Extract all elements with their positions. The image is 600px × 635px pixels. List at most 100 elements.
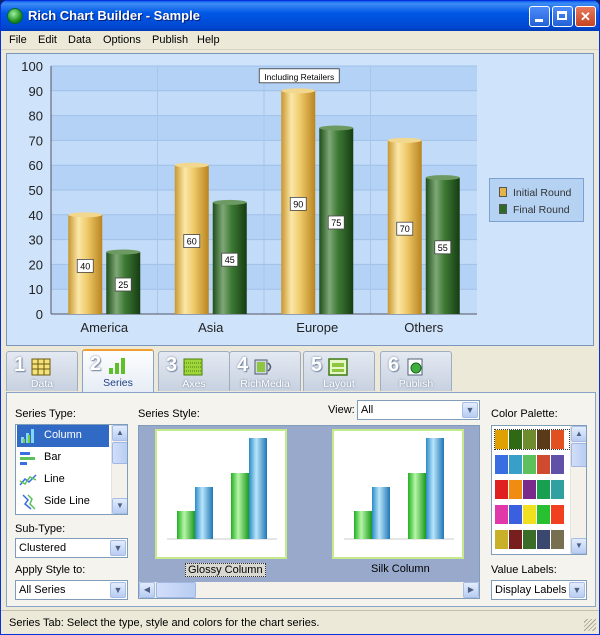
scroll-thumb[interactable] (156, 582, 196, 598)
tab-publish[interactable]: 6 Publish (380, 351, 452, 391)
series-style-label: Series Style: (138, 408, 200, 420)
style-label-glossy[interactable]: Glossy Column (185, 563, 266, 577)
status-text: Series Tab: Select the type, style and c… (9, 617, 320, 629)
y-tick-label: 40 (29, 208, 43, 223)
tab-series[interactable]: 2 Series (82, 349, 154, 392)
tab-strip: 1 Data 2 Series 3 Axes (6, 349, 596, 393)
film-sound-icon (254, 359, 272, 375)
y-tick-label: 100 (21, 59, 43, 74)
minimize-button[interactable] (529, 6, 550, 27)
tab-label: Axes (182, 378, 206, 390)
column-chart: 0 10 20 30 40 50 60 70 80 90 100 40 25 America 60 45 Asi… (21, 59, 477, 335)
series-panel: Series Type: Column Bar Lin (6, 392, 596, 607)
maximize-button[interactable] (552, 6, 573, 27)
data-label: 45 (225, 255, 235, 265)
menu-edit[interactable]: Edit (38, 34, 57, 46)
menu-help[interactable]: Help (197, 34, 220, 46)
data-label-box (396, 221, 414, 236)
menu-publish[interactable]: Publish (152, 34, 189, 46)
palette-row[interactable] (495, 480, 569, 499)
tab-axes[interactable]: 3 Axes (158, 351, 230, 391)
palette-row[interactable] (495, 505, 569, 524)
menu-bar: File Edit Data Options Publish Help (1, 31, 599, 50)
scroll-left-icon[interactable]: ◀ (139, 582, 155, 598)
series-type-scrollbar[interactable]: ▲ ▼ (111, 425, 127, 514)
style-gallery-scrollbar[interactable]: ◀ ▶ (139, 582, 479, 598)
bar-cap (106, 249, 141, 255)
palette-row[interactable] (495, 530, 569, 549)
scroll-down-icon[interactable]: ▼ (112, 498, 127, 514)
apply-style-label: Apply Style to: (15, 564, 86, 576)
chevron-down-icon[interactable]: ▼ (569, 582, 585, 598)
menu-options[interactable]: Options (103, 34, 141, 46)
scroll-up-icon[interactable]: ▲ (112, 425, 127, 441)
series-type-label: Series Type: (15, 408, 76, 420)
resize-grip-icon[interactable] (584, 619, 596, 631)
series-style-gallery[interactable]: Glossy Column Silk Column ◀ ▶ (138, 425, 480, 599)
apply-style-dropdown[interactable]: All Series ▼ (15, 580, 128, 600)
palette-swatch (537, 455, 550, 474)
title-bar[interactable]: Rich Chart Builder - Sample ✕ (1, 1, 599, 31)
menu-file[interactable]: File (9, 34, 27, 46)
series-type-list[interactable]: Column Bar Line Side Line (15, 424, 128, 515)
data-label-box (289, 196, 307, 211)
scroll-thumb[interactable] (112, 442, 127, 464)
tab-layout[interactable]: 5 Layout (303, 351, 375, 391)
tab-number: 1 (14, 354, 26, 376)
palette-scrollbar[interactable]: ▲ ▼ (570, 426, 586, 554)
data-label: 75 (331, 218, 341, 228)
scroll-up-icon[interactable]: ▲ (571, 426, 586, 442)
palette-swatch (495, 505, 508, 524)
list-item-column[interactable]: Column (17, 425, 109, 447)
chart-area[interactable]: 0 10 20 30 40 50 60 70 80 90 100 40 25 America 60 45 Asi… (6, 53, 594, 346)
palette-swatch (495, 530, 508, 549)
palette-swatch (509, 480, 522, 499)
close-button[interactable]: ✕ (575, 6, 596, 27)
tab-data[interactable]: 1 Data (6, 351, 78, 391)
y-tick-label: 70 (29, 133, 43, 148)
palette-swatch (523, 455, 536, 474)
tab-richmedia[interactable]: 4 RichMedia (229, 351, 301, 391)
chevron-down-icon[interactable]: ▼ (462, 402, 478, 418)
style-card-glossy-column[interactable] (155, 429, 287, 559)
bar-cap (68, 212, 103, 218)
palette-swatch (523, 480, 536, 499)
y-tick-label: 20 (29, 257, 43, 272)
style-card-silk-column[interactable] (332, 429, 464, 559)
bar-cap (174, 162, 209, 168)
window-title: Rich Chart Builder - Sample (28, 8, 200, 23)
view-dropdown[interactable]: All ▼ (357, 400, 480, 420)
palette-row[interactable] (495, 455, 569, 474)
data-label-box (434, 240, 452, 255)
color-palette-list[interactable]: ▲ ▼ (491, 425, 587, 555)
bar-type-icon (20, 452, 35, 465)
list-item-line[interactable]: Line (17, 469, 109, 491)
tab-label: Layout (323, 378, 355, 390)
list-item-side-line[interactable]: Side Line (17, 491, 109, 513)
tab-label: Publish (398, 378, 434, 390)
minimize-icon (535, 19, 543, 22)
menu-data[interactable]: Data (68, 34, 92, 46)
palette-swatch (551, 530, 564, 549)
line-type-icon (19, 474, 37, 486)
chart-legend: Initial Round Final Round (489, 178, 584, 222)
y-tick-label: 10 (29, 282, 43, 297)
value-labels-dropdown[interactable]: Display Labels ▼ (491, 580, 587, 600)
palette-swatch (523, 430, 536, 449)
sub-type-dropdown[interactable]: Clustered ▼ (15, 538, 128, 558)
scroll-right-icon[interactable]: ▶ (463, 582, 479, 598)
scroll-thumb[interactable] (571, 443, 586, 467)
layout-icon (328, 358, 348, 376)
legend-item-final-round: Final Round (499, 204, 570, 218)
chevron-down-icon[interactable]: ▼ (110, 540, 126, 556)
palette-swatch (523, 530, 536, 549)
silk-column-preview (344, 438, 454, 540)
palette-row[interactable] (494, 429, 570, 450)
palette-swatch (495, 480, 508, 499)
bar-cap (281, 88, 316, 94)
scroll-down-icon[interactable]: ▼ (571, 538, 586, 554)
data-label: 70 (400, 224, 410, 234)
list-item-bar[interactable]: Bar (17, 447, 109, 469)
style-label-silk[interactable]: Silk Column (371, 563, 430, 575)
chevron-down-icon[interactable]: ▼ (110, 582, 126, 598)
